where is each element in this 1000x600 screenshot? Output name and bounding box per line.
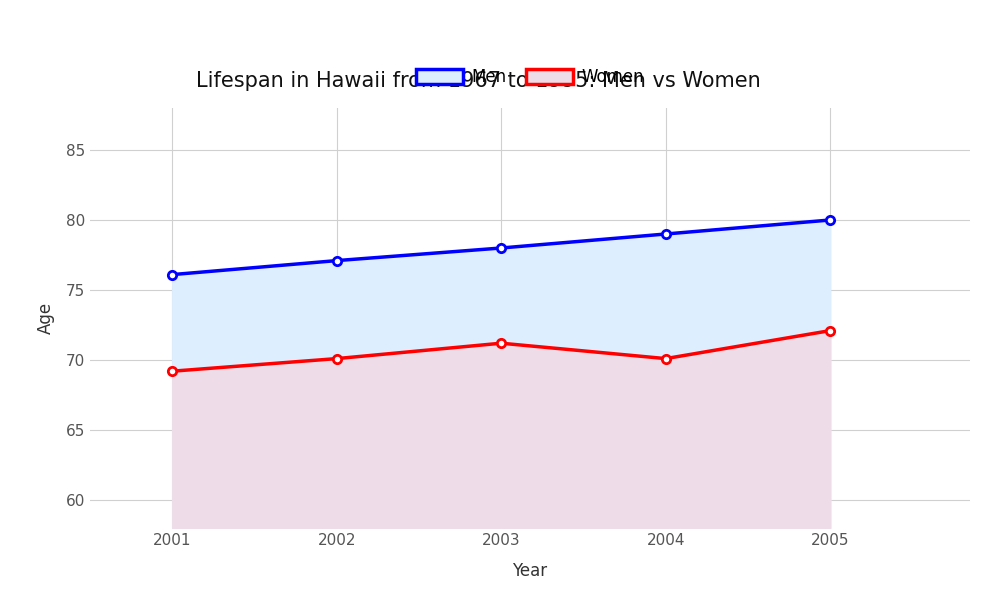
X-axis label: Year: Year bbox=[512, 562, 548, 580]
Text: Lifespan in Hawaii from 1967 to 1995: Men vs Women: Lifespan in Hawaii from 1967 to 1995: Me… bbox=[196, 71, 760, 91]
Y-axis label: Age: Age bbox=[37, 302, 55, 334]
Legend: Men, Women: Men, Women bbox=[409, 62, 651, 93]
